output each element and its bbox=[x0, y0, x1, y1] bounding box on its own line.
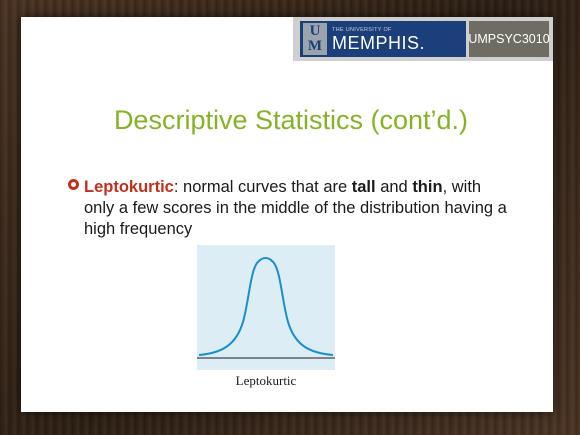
bullet-text: Leptokurtic: normal curves that are tall… bbox=[84, 177, 508, 240]
bullet-text-part-1: : normal curves that are bbox=[173, 178, 352, 196]
bullet-circle-icon bbox=[68, 179, 79, 190]
logo-small-text: THE UNIVERSITY OF bbox=[332, 26, 392, 33]
slide: U M THE UNIVERSITY OF MEMPHIS. UMPSYC301… bbox=[21, 17, 553, 412]
logo-main-text: MEMPHIS. bbox=[332, 32, 426, 53]
figure-caption: Leptokurtic bbox=[235, 373, 297, 388]
header-banner: U M THE UNIVERSITY OF MEMPHIS. UMPSYC301… bbox=[293, 17, 553, 61]
logo-mark-bottom: M bbox=[307, 38, 323, 54]
bullet-bold-tall: tall bbox=[351, 178, 376, 196]
leptokurtic-figure bbox=[197, 245, 335, 370]
logo-mark: U M bbox=[303, 23, 327, 55]
course-code: UMPSYC3010 bbox=[468, 21, 550, 57]
bullet-term: Leptokurtic bbox=[84, 178, 174, 196]
leptokurtic-curve bbox=[198, 257, 334, 356]
bullet-text-part-3: , with only a few scores in the middle o… bbox=[84, 178, 507, 238]
bullet-bold-thin: thin bbox=[412, 178, 443, 196]
university-logo: U M THE UNIVERSITY OF MEMPHIS. bbox=[300, 21, 466, 57]
slide-title: Descriptive Statistics (cont’d.) bbox=[113, 105, 469, 135]
bullet-item: Leptokurtic: normal curves that are tall… bbox=[68, 177, 508, 240]
bullet-text-part-2: and bbox=[375, 178, 413, 196]
distribution-plot bbox=[197, 257, 335, 359]
logo-text: THE UNIVERSITY OF MEMPHIS. bbox=[332, 26, 425, 53]
logo-mark-top: U bbox=[309, 23, 321, 39]
